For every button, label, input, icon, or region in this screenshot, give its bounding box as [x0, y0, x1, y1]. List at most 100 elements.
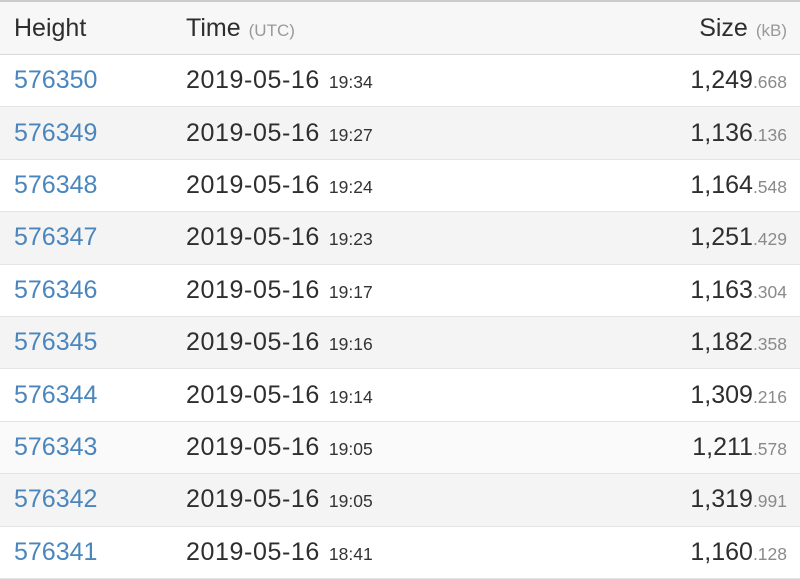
block-size-frac: .429 [752, 229, 787, 250]
block-date: 2019-05-16 [186, 537, 320, 566]
block-date: 2019-05-16 [186, 432, 320, 461]
cell-height: 576343 [0, 433, 186, 462]
block-time: 19:17 [328, 281, 373, 302]
cell-size: 1,251 .429 [600, 223, 800, 252]
cell-time: 2019-05-16 19:24 [186, 171, 600, 200]
table-row: 576345 2019-05-16 19:16 1,182 .358 [0, 316, 800, 370]
cell-size: 1,211 .578 [600, 433, 800, 462]
block-time: 19:23 [328, 229, 373, 250]
cell-time: 2019-05-16 19:34 [186, 66, 600, 95]
cell-height: 576344 [0, 381, 186, 410]
block-time: 19:14 [328, 386, 373, 407]
block-time: 19:27 [328, 124, 373, 145]
block-size: 1,164 [690, 170, 753, 199]
block-size: 1,211 [692, 432, 753, 461]
table-row: 576350 2019-05-16 19:34 1,249 .668 [0, 55, 800, 108]
header-time-label: Time [186, 13, 241, 42]
block-date: 2019-05-16 [186, 380, 320, 409]
block-height-link[interactable]: 576346 [14, 275, 98, 304]
block-size: 1,251 [690, 223, 753, 252]
block-height-link[interactable]: 576345 [14, 328, 98, 357]
header-cell-size: Size (kB) [600, 14, 800, 43]
table-row: 576344 2019-05-16 19:14 1,309 .216 [0, 369, 800, 422]
block-date: 2019-05-16 [186, 328, 320, 357]
block-date: 2019-05-16 [186, 118, 320, 147]
block-height-link[interactable]: 576341 [14, 537, 98, 566]
block-size: 1,136 [690, 118, 753, 147]
cell-time: 2019-05-16 19:27 [186, 119, 600, 148]
table-row: 576349 2019-05-16 19:27 1,136 .136 [0, 107, 800, 160]
block-height-link[interactable]: 576344 [14, 380, 98, 409]
table-row: 576341 2019-05-16 18:41 1,160 .128 [0, 526, 800, 579]
header-height-label: Height [14, 13, 87, 42]
block-size-frac: .304 [752, 281, 787, 302]
block-size: 1,160 [690, 537, 753, 566]
cell-time: 2019-05-16 19:05 [186, 485, 600, 514]
cell-time: 2019-05-16 19:23 [186, 223, 600, 252]
cell-time: 2019-05-16 19:05 [186, 433, 600, 462]
cell-time: 2019-05-16 19:17 [186, 276, 600, 305]
block-size: 1,309 [690, 380, 753, 409]
block-size: 1,163 [690, 275, 753, 304]
block-date: 2019-05-16 [186, 275, 320, 304]
block-time: 19:05 [328, 491, 373, 512]
block-date: 2019-05-16 [186, 170, 320, 199]
cell-size: 1,136 .136 [600, 119, 800, 148]
block-height-link[interactable]: 576347 [14, 223, 98, 252]
cell-size: 1,163 .304 [600, 276, 800, 305]
table-row: 576343 2019-05-16 19:05 1,211 .578 [0, 421, 800, 475]
block-time: 19:05 [328, 438, 373, 459]
block-size-frac: .128 [752, 543, 787, 564]
cell-time: 2019-05-16 19:16 [186, 328, 600, 357]
block-size: 1,319 [690, 485, 753, 514]
header-cell-time: Time (UTC) [186, 14, 600, 43]
cell-size: 1,182 .358 [600, 328, 800, 357]
cell-height: 576341 [0, 538, 186, 567]
block-size-frac: .358 [752, 334, 787, 355]
cell-time: 2019-05-16 18:41 [186, 538, 600, 567]
table-row: 576347 2019-05-16 19:23 1,251 .429 [0, 212, 800, 265]
block-date: 2019-05-16 [186, 223, 320, 252]
cell-size: 1,160 .128 [600, 538, 800, 567]
cell-height: 576342 [0, 485, 186, 514]
block-size-frac: .991 [752, 491, 787, 512]
cell-height: 576349 [0, 119, 186, 148]
block-height-link[interactable]: 576349 [14, 118, 98, 147]
block-size-frac: .136 [752, 124, 787, 145]
header-cell-height: Height [0, 14, 186, 43]
block-time: 18:41 [328, 543, 373, 564]
block-size: 1,182 [690, 328, 753, 357]
block-date: 2019-05-16 [186, 66, 320, 95]
header-size-label: Size [699, 13, 748, 42]
table-header-row: Height Time (UTC) Size (kB) [0, 2, 800, 55]
block-time: 19:16 [328, 334, 373, 355]
cell-time: 2019-05-16 19:14 [186, 381, 600, 410]
cell-height: 576346 [0, 276, 186, 305]
block-size-frac: .578 [752, 438, 787, 459]
table-row: 576342 2019-05-16 19:05 1,319 .991 [0, 474, 800, 527]
block-size-frac: .216 [752, 386, 787, 407]
block-size-frac: .668 [752, 72, 787, 93]
block-height-link[interactable]: 576350 [14, 66, 98, 95]
block-height-link[interactable]: 576348 [14, 170, 98, 199]
cell-size: 1,249 .668 [600, 66, 800, 95]
cell-height: 576347 [0, 223, 186, 252]
header-size-unit: (kB) [755, 20, 787, 40]
cell-height: 576345 [0, 328, 186, 357]
block-date: 2019-05-16 [186, 485, 320, 514]
block-size: 1,249 [690, 66, 753, 95]
cell-size: 1,164 .548 [600, 171, 800, 200]
block-time: 19:24 [328, 176, 373, 197]
cell-height: 576350 [0, 66, 186, 95]
block-height-link[interactable]: 576343 [14, 432, 98, 461]
block-size-frac: .548 [752, 176, 787, 197]
block-time: 19:34 [328, 72, 373, 93]
cell-size: 1,319 .991 [600, 485, 800, 514]
table-row: 576348 2019-05-16 19:24 1,164 .548 [0, 159, 800, 213]
table-row: 576346 2019-05-16 19:17 1,163 .304 [0, 264, 800, 317]
header-time-unit: (UTC) [248, 20, 295, 40]
cell-height: 576348 [0, 171, 186, 200]
block-height-link[interactable]: 576342 [14, 485, 98, 514]
cell-size: 1,309 .216 [600, 381, 800, 410]
